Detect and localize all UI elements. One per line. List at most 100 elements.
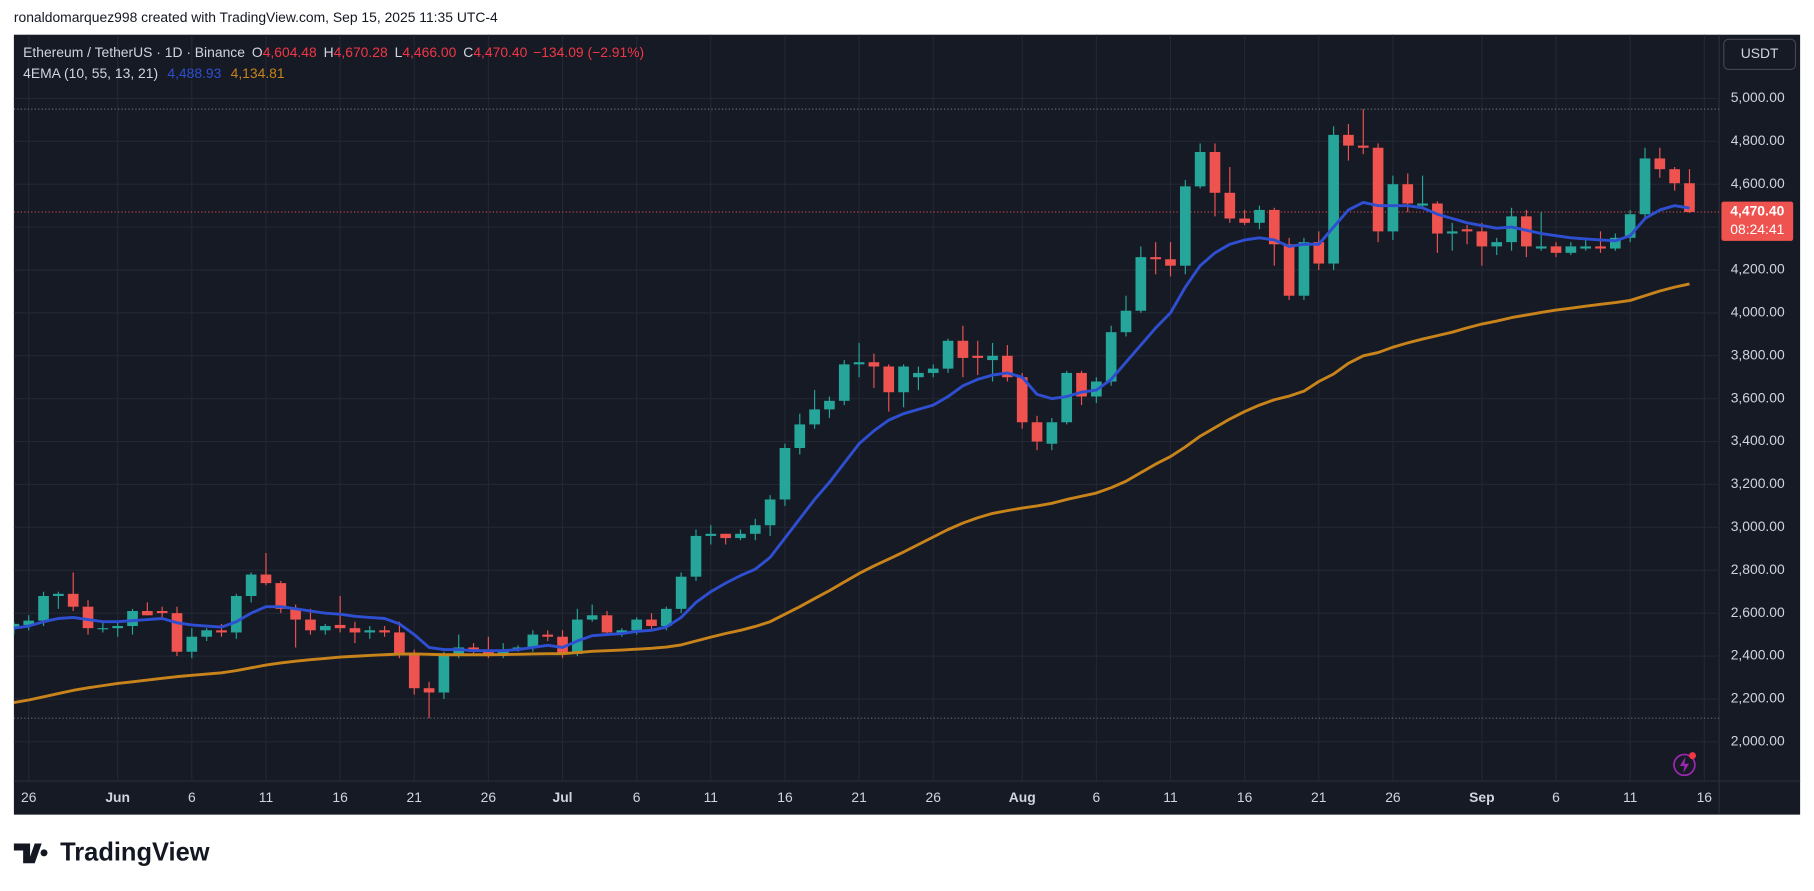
x-tick-label: 21 [1311,789,1327,805]
y-tick-label: 5,000.00 [1731,89,1785,105]
candle-body [112,626,124,629]
x-tick-label: 11 [1623,789,1638,805]
x-tick-label: Jul [552,789,572,805]
candle-body [1135,257,1147,311]
candle-body [141,610,153,616]
candle-body [542,634,554,637]
y-tick-label: 3,200.00 [1731,475,1785,491]
candle-body [1417,203,1428,206]
x-tick-label: 16 [1237,789,1253,805]
candle-body [675,576,687,609]
x-tick-label: 21 [851,789,867,805]
candle-body [1624,214,1636,238]
candle-body [379,630,390,633]
candle-body [1669,169,1680,184]
candle-body [1565,246,1577,253]
currency-button[interactable] [1723,38,1797,71]
candle-body [1580,246,1592,249]
candle-body [53,593,64,596]
y-tick-label: 3,400.00 [1731,432,1785,448]
candle-body [38,595,49,621]
candle-body [794,424,806,448]
candle-body [1224,192,1236,219]
x-tick-label: 11 [1163,789,1178,805]
candle-body [1194,152,1206,187]
x-tick-label: 6 [1092,789,1100,805]
candle-body [1016,377,1028,423]
chart-panel [13,34,1801,815]
indicator-value: 4,488.93 [167,65,221,81]
candle-body [1209,152,1221,193]
ohlc-key: H [324,44,334,60]
candle-body [13,623,20,629]
candle-body [1476,231,1488,247]
last-price-label: 4,470.40 [1730,203,1784,219]
ema-line [13,200,1690,653]
candle-body [156,610,168,614]
candle-body [1254,209,1265,223]
symbol-name: Ethereum / TetherUS · 1D · Binance [23,44,245,60]
candle-body [646,619,657,627]
x-tick-label: 16 [1697,789,1713,805]
candle-body [1283,244,1295,296]
candle-body [957,340,969,358]
candle-body [913,372,924,378]
candle-body [305,619,316,631]
candle-body [245,574,257,596]
candle-body [186,636,198,652]
candle-body [720,533,731,539]
candle-body [1268,209,1280,245]
footer-logo-text: TradingView [60,839,210,867]
change-value: −134.09 (−2.91%) [533,44,644,60]
candle-body [1298,242,1310,296]
candle-body [853,362,865,365]
indicator-name: 4EMA (10, 55, 13, 21) [23,65,158,81]
candle-body [1313,242,1325,264]
x-tick-label: 11 [704,789,719,805]
candle-body [749,525,761,534]
x-tick-label: Jun [105,789,130,805]
y-tick-label: 2,000.00 [1731,732,1785,748]
candle-body [97,628,109,630]
candle-body [764,499,776,526]
candle-body [1105,332,1117,382]
candle-body [423,688,435,693]
candle-body [586,615,598,620]
y-tick-label: 4,200.00 [1731,261,1785,277]
candle-body [1165,259,1176,266]
ohlc-value: 4,670.28 [334,44,388,60]
alert-icon[interactable] [1673,752,1696,777]
candle-body [705,533,717,536]
legend-line: Ethereum / TetherUS · 1D · Binance O4,604… [23,44,644,60]
candle-body [201,630,212,637]
y-tick-label: 2,200.00 [1731,690,1785,706]
candle-body [290,608,301,620]
candle-body [1461,229,1473,232]
x-tick-label: 6 [1552,789,1560,805]
ohlc-key: C [463,44,473,60]
candle-body [527,634,539,648]
indicator-value: 4,134.81 [231,65,285,81]
candle-body [616,630,628,633]
candle-body [260,574,272,584]
candle-body [972,355,984,358]
candle-body [898,366,909,393]
x-tick-label: 26 [1385,789,1401,805]
ohlc-value: 4,604.48 [263,44,317,60]
candle-body [1402,184,1414,204]
y-tick-label: 4,000.00 [1731,304,1785,320]
candle-body [127,610,138,627]
candle-body [1491,242,1503,247]
candle-body [572,619,583,654]
candle-body [1684,183,1695,212]
currency-label: USDT [1741,45,1779,61]
candle-body [690,535,702,577]
candle-body [82,606,94,629]
candle-body [927,368,939,373]
candle-body [483,651,494,654]
candle-body [1372,147,1384,232]
candle-body [349,628,361,633]
candle-body [1357,145,1369,148]
